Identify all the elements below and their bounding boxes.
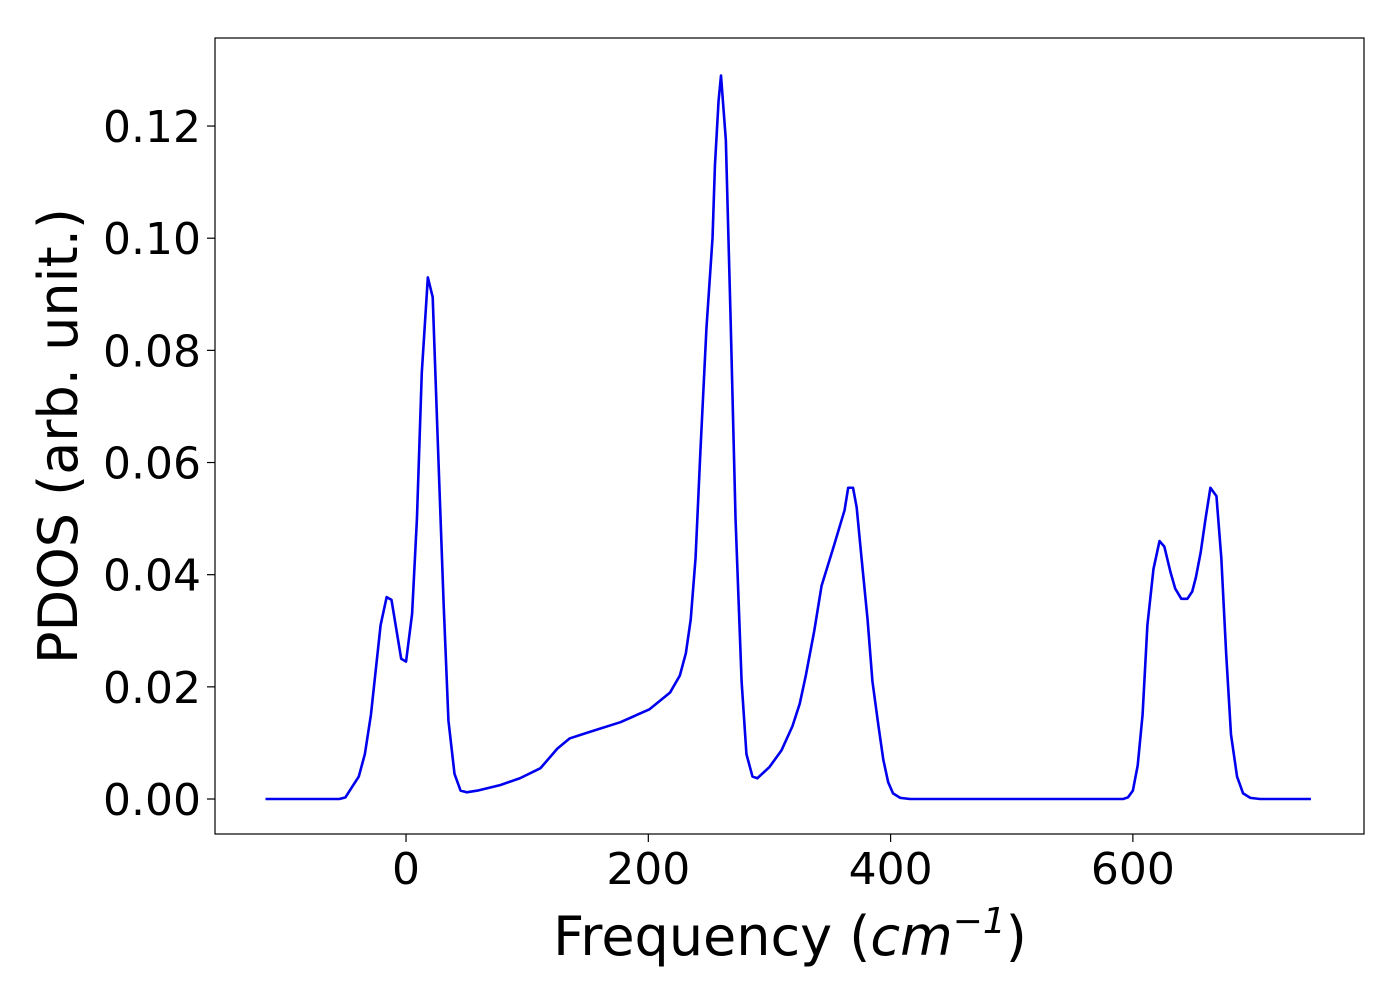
x-tick-label: 200 xyxy=(606,844,690,895)
pdos-line xyxy=(265,74,1311,801)
y-tick-label: 0.12 xyxy=(103,102,201,153)
x-tick-label: 400 xyxy=(849,844,933,895)
y-tick-label: 0.00 xyxy=(103,775,201,826)
x-axis-label: Frequency (cm−1) xyxy=(553,901,1027,968)
y-tick-label: 0.04 xyxy=(103,551,201,602)
y-tick-label: 0.06 xyxy=(103,439,201,490)
y-axis-label: PDOS (arb. unit.) xyxy=(27,208,90,664)
y-tick-label: 0.10 xyxy=(103,214,201,265)
y-tick-label: 0.02 xyxy=(103,663,201,714)
x-label-part: cm xyxy=(870,905,952,968)
x-label-part: −1 xyxy=(953,901,1006,942)
x-label-part: Frequency ( xyxy=(553,905,870,968)
x-tick-label: 0 xyxy=(392,844,420,895)
plot-frame xyxy=(214,37,1365,835)
x-label-part: ) xyxy=(1006,905,1027,968)
x-tick-label: 600 xyxy=(1091,844,1175,895)
y-tick-label: 0.08 xyxy=(103,326,201,377)
